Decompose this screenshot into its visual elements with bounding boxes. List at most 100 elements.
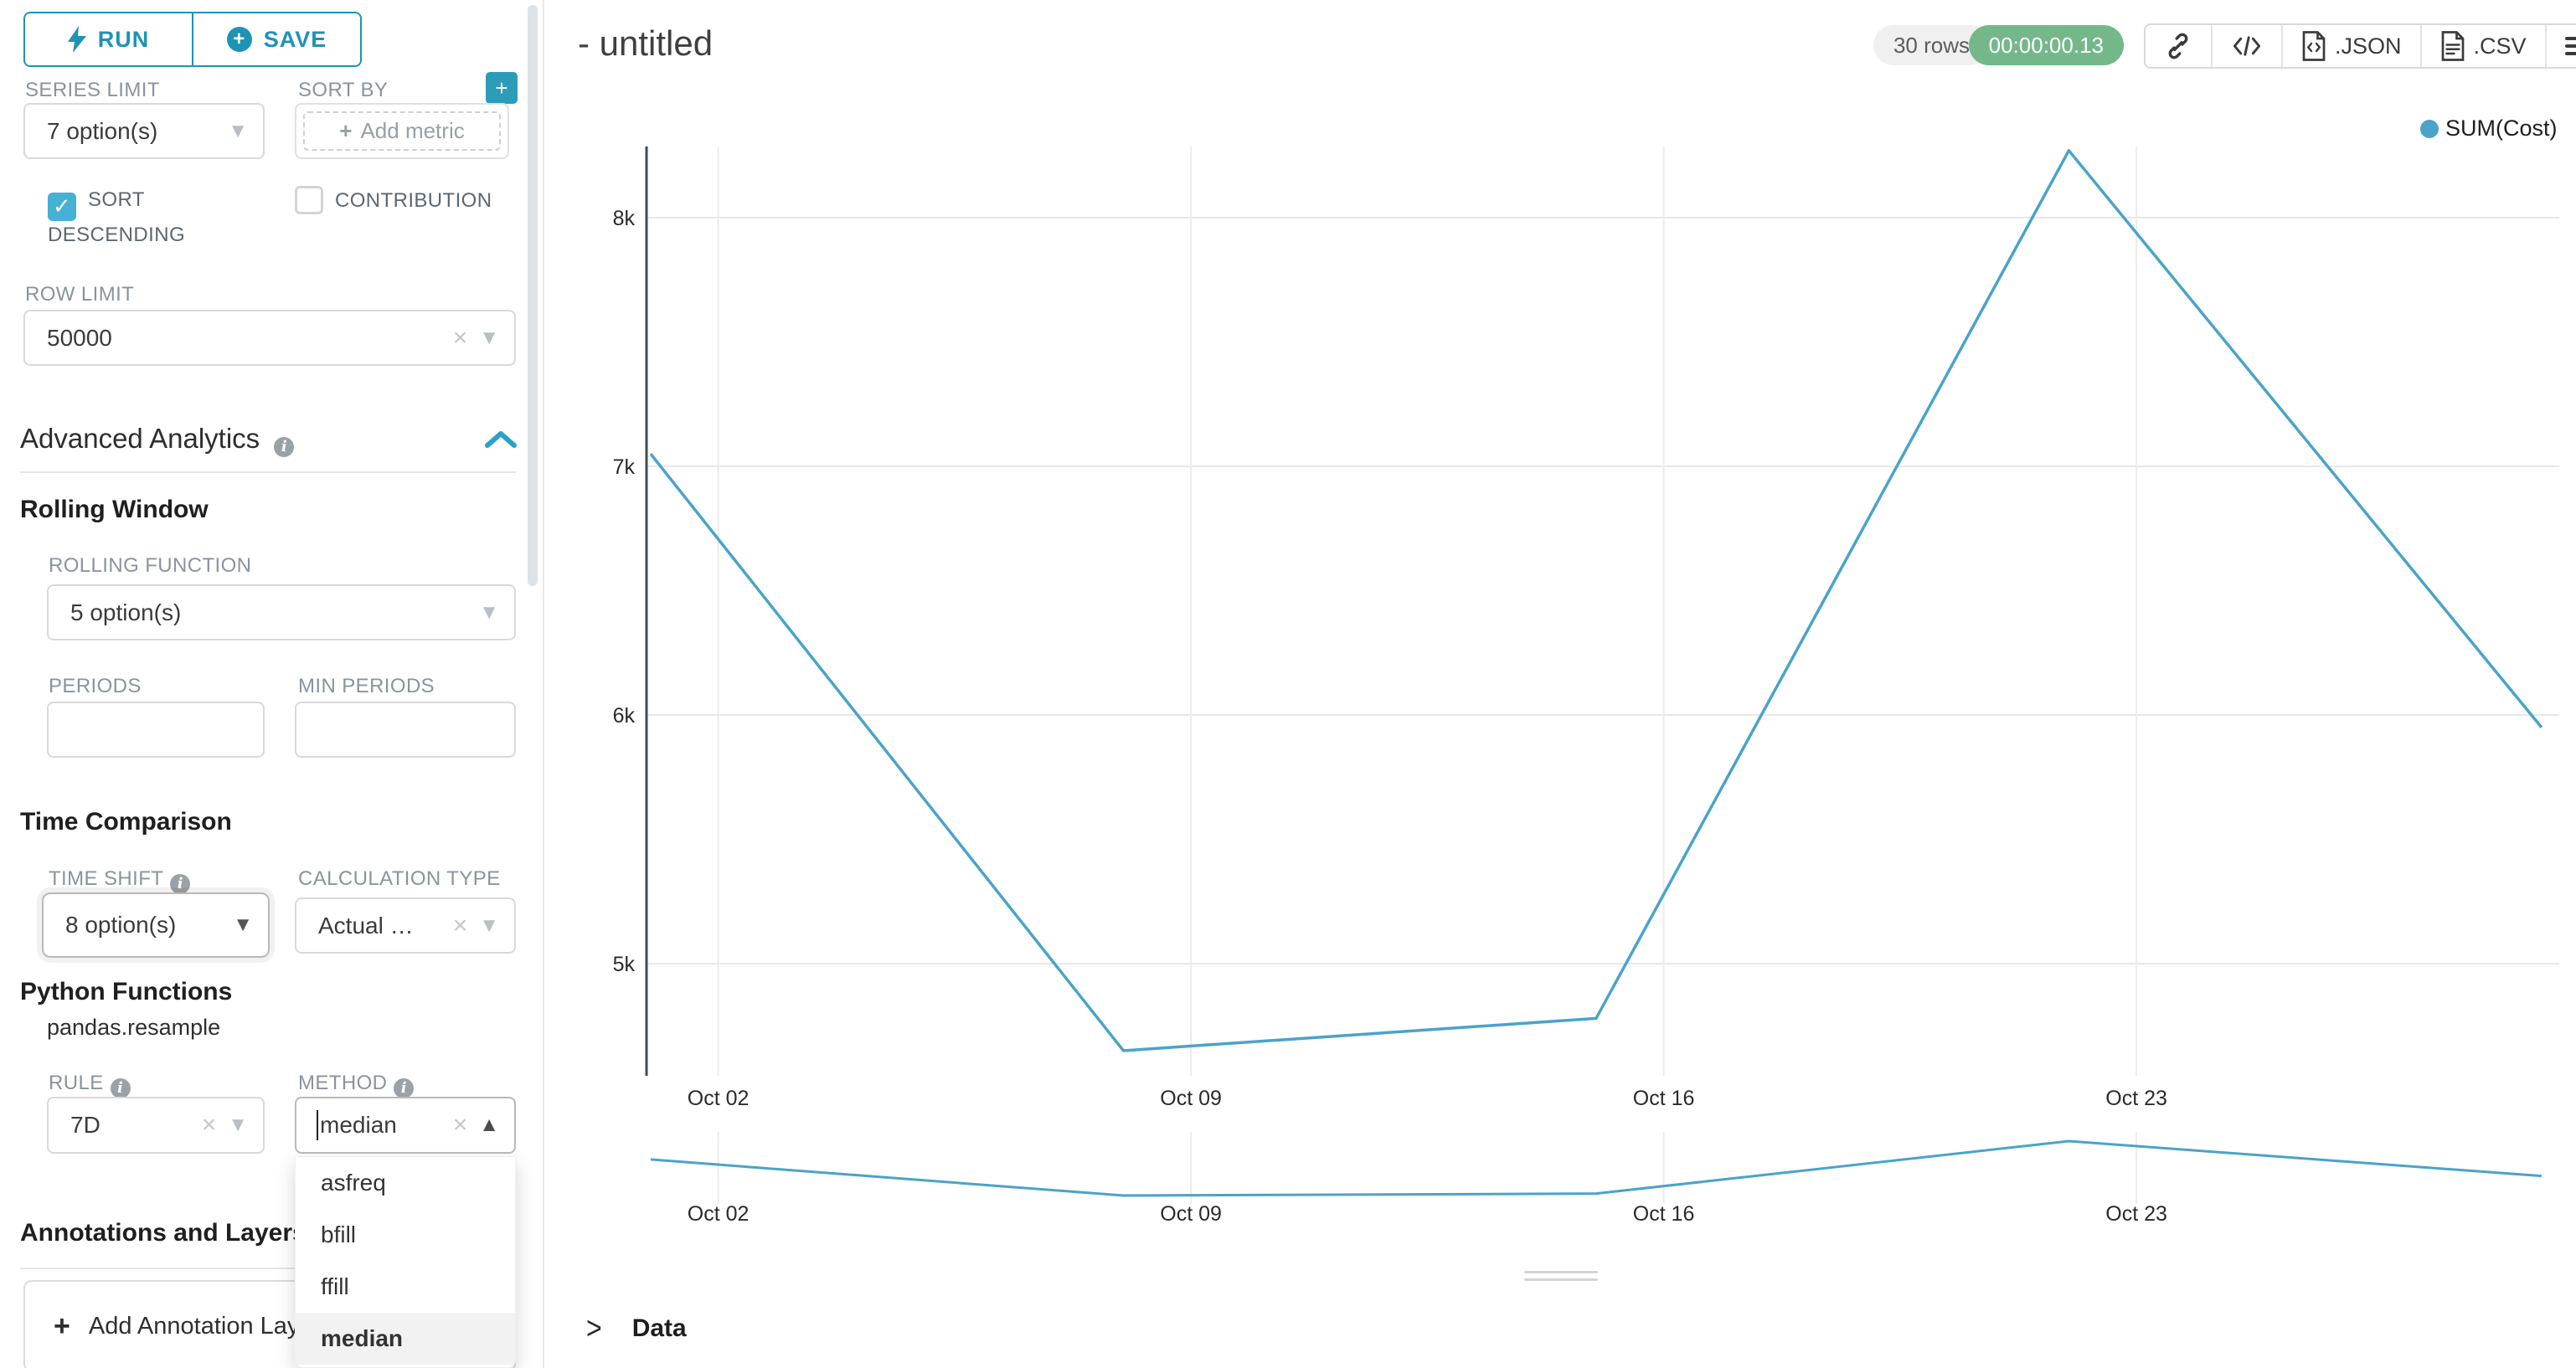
export-json-label: .JSON: [2335, 33, 2402, 59]
svg-text:Oct 16: Oct 16: [1633, 1087, 1695, 1110]
method-dropdown-menu: asfreq bfill ffill median: [295, 1156, 516, 1368]
info-icon[interactable]: [170, 874, 191, 894]
legend-series-label: SUM(Cost): [2445, 116, 2558, 141]
plus-icon: [339, 118, 352, 144]
plus-icon: +: [54, 1309, 70, 1342]
calculation-type-select[interactable]: Actual V... × ▼: [295, 897, 516, 954]
svg-text:Oct 02: Oct 02: [688, 1087, 750, 1110]
clear-icon[interactable]: ×: [452, 911, 468, 939]
export-csv-button[interactable]: .CSV: [2419, 25, 2545, 67]
panel-resize-handle[interactable]: [1524, 1266, 1598, 1286]
save-button[interactable]: SAVE: [192, 13, 360, 65]
chart-legend[interactable]: SUM(Cost): [2420, 116, 2558, 141]
copy-link-button[interactable]: [2146, 25, 2211, 67]
min-periods-input[interactable]: [295, 702, 516, 758]
time-shift-select[interactable]: 8 option(s) ▼: [42, 892, 270, 958]
min-periods-label: MIN PERIODS: [298, 675, 435, 697]
series-color-dot: [2420, 119, 2439, 138]
add-sort-metric-plus-button[interactable]: [486, 72, 518, 104]
chart-title[interactable]: - untitled: [578, 23, 714, 63]
method-combobox[interactable]: median × ▲: [295, 1097, 516, 1154]
clear-icon[interactable]: ×: [201, 1111, 217, 1139]
embed-code-button[interactable]: [2211, 25, 2281, 67]
chevron-down-icon: ▼: [228, 1113, 248, 1136]
method-option-median[interactable]: median: [296, 1313, 515, 1365]
plus-circle-icon: [226, 27, 252, 52]
sort-descending-checkbox[interactable]: [48, 193, 76, 221]
time-shift-label: TIME SHIFT: [49, 867, 191, 894]
contribution-control[interactable]: CONTRIBUTION: [295, 186, 538, 216]
row-limit-select[interactable]: 50000 × ▼: [23, 310, 516, 366]
save-button-label: SAVE: [263, 26, 327, 52]
run-button[interactable]: RUN: [25, 13, 192, 65]
method-option-asfreq[interactable]: asfreq: [321, 1170, 386, 1196]
panel-divider: [543, 0, 544, 1368]
sidebar-scrollbar[interactable]: [528, 5, 538, 586]
link-icon: [2168, 33, 2188, 59]
svg-text:5k: 5k: [613, 953, 636, 976]
export-csv-label: .CSV: [2473, 33, 2527, 59]
sort-by-label: SORT BY: [298, 79, 389, 101]
calculation-type-value: Actual V...: [318, 912, 414, 939]
svg-text:Oct 09: Oct 09: [1160, 1087, 1222, 1110]
json-file-icon: [2302, 31, 2326, 61]
rolling-function-select[interactable]: 5 option(s) ▼: [47, 584, 516, 640]
calculation-type-label: CALCULATION TYPE: [298, 867, 501, 890]
python-functions-title: Python Functions: [20, 978, 233, 1005]
row-limit-value: 50000: [47, 324, 112, 351]
rolling-function-value: 5 option(s): [70, 599, 182, 625]
pandas-resample-label: pandas.resample: [47, 1015, 221, 1040]
periods-label: PERIODS: [49, 675, 142, 697]
periods-input[interactable]: [47, 702, 265, 758]
contribution-checkbox[interactable]: [295, 186, 323, 214]
run-save-button-group: RUN SAVE: [23, 12, 362, 67]
svg-text:8k: 8k: [613, 207, 636, 230]
add-metric-button[interactable]: Add metric: [303, 111, 501, 151]
rule-label-text: RULE: [49, 1072, 104, 1094]
method-label-text: METHOD: [298, 1072, 388, 1094]
info-icon[interactable]: [274, 437, 295, 457]
clear-icon[interactable]: ×: [452, 1111, 468, 1139]
timeseries-line-chart[interactable]: 5k 6k 7k 8k Oct 02 Oct 09 Oct 16 Oct 23 Oct 02 Oc…: [544, 0, 2576, 1256]
lightning-bolt-icon: [67, 26, 86, 53]
chevron-down-icon: ▼: [233, 913, 253, 936]
sort-by-control: Add metric: [295, 103, 509, 159]
svg-text:Oct 23: Oct 23: [2105, 1087, 2167, 1110]
section-divider: [20, 1268, 516, 1269]
section-divider: [20, 471, 516, 473]
svg-text:Oct 02: Oct 02: [688, 1202, 750, 1226]
sort-descending-label: SORT DESCENDING: [48, 188, 186, 246]
chevron-up-icon: ▲: [479, 1113, 499, 1136]
add-metric-label: Add metric: [360, 118, 465, 143]
text-cursor: [317, 1110, 318, 1140]
chevron-up-icon[interactable]: [484, 429, 518, 450]
advanced-analytics-title: Advanced Analytics: [20, 423, 260, 454]
rule-label: RULE: [49, 1072, 131, 1098]
series-limit-value: 7 option(s): [47, 117, 158, 144]
time-comparison-title: Time Comparison: [20, 808, 232, 836]
more-options-menu-button[interactable]: [2544, 25, 2576, 67]
method-option-bfill[interactable]: bfill: [321, 1221, 357, 1247]
info-icon[interactable]: [394, 1078, 415, 1098]
sort-descending-control[interactable]: SORT DESCENDING: [48, 186, 240, 250]
rule-value: 7D: [70, 1112, 100, 1138]
series-limit-label: SERIES LIMIT: [25, 79, 160, 101]
annotations-layers-title: Annotations and Layers: [20, 1219, 307, 1247]
method-value: median: [320, 1112, 397, 1138]
advanced-analytics-header[interactable]: Advanced Analytics: [20, 423, 295, 457]
rule-select[interactable]: 7D × ▼: [47, 1097, 265, 1154]
rolling-function-label: ROLLING FUNCTION: [49, 554, 252, 577]
info-icon[interactable]: [110, 1078, 131, 1098]
hamburger-menu-icon: [2564, 33, 2576, 59]
csv-file-icon: [2441, 31, 2464, 61]
chevron-right-icon[interactable]: >: [586, 1309, 602, 1346]
method-option-ffill[interactable]: ffill: [321, 1273, 349, 1299]
clear-icon[interactable]: ×: [452, 323, 468, 352]
svg-text:Oct 23: Oct 23: [2105, 1202, 2167, 1226]
series-limit-select[interactable]: 7 option(s) ▼: [23, 103, 265, 159]
data-panel-header[interactable]: > Data: [586, 1309, 687, 1345]
row-limit-label: ROW LIMIT: [25, 283, 135, 306]
export-json-button[interactable]: .JSON: [2281, 25, 2420, 67]
chevron-down-icon: ▼: [479, 913, 499, 937]
